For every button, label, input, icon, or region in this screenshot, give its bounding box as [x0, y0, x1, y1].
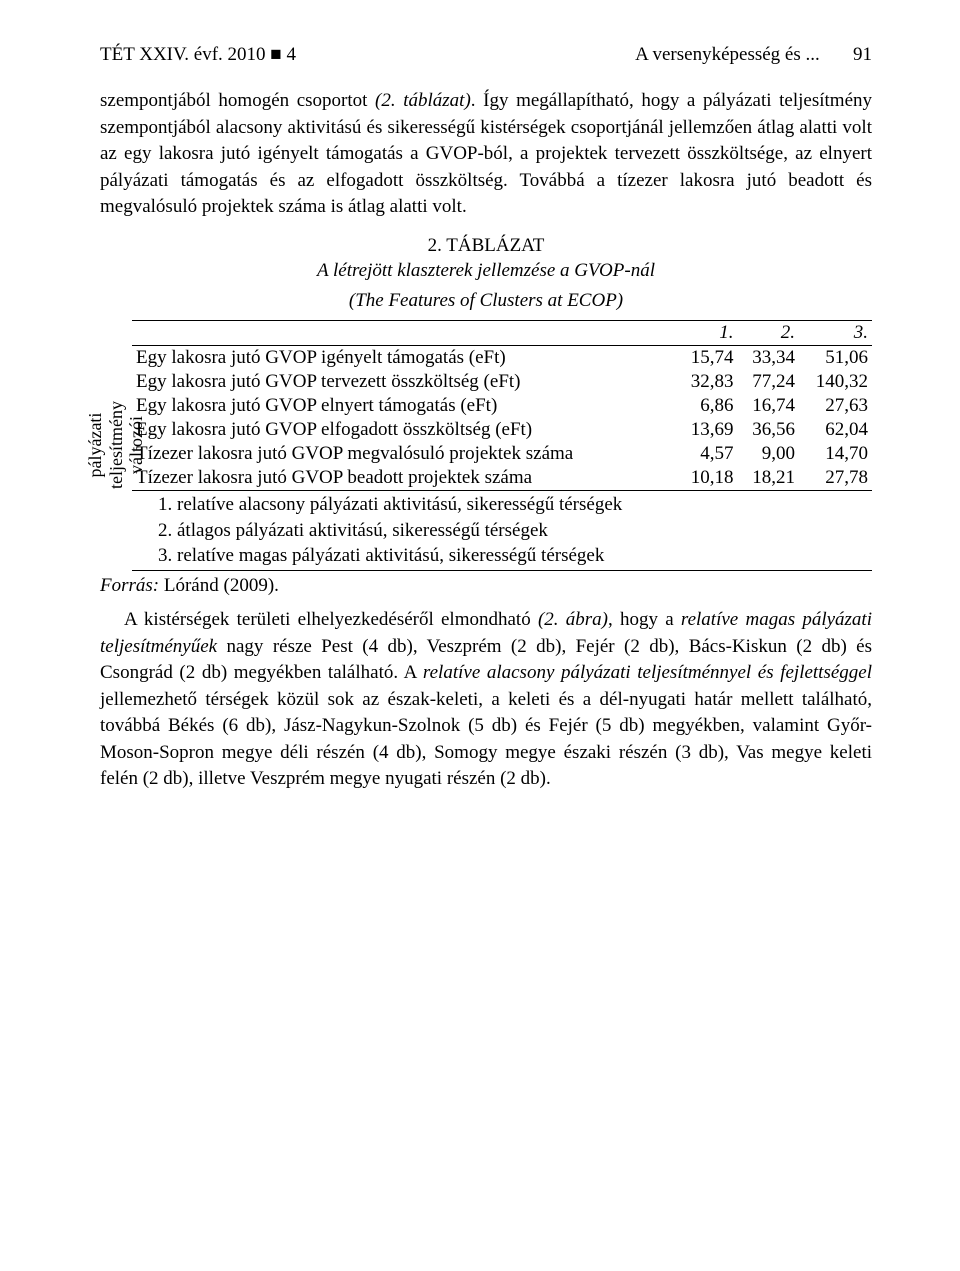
- table-container: pályázati teljesítmény változói 1. 2. 3.…: [100, 320, 872, 571]
- table-caption-hu: A létrejött klaszterek jellemzése a GVOP…: [100, 259, 872, 284]
- cell: 32,83: [676, 370, 737, 394]
- table-row: Egy lakosra jutó GVOP elfogadott összköl…: [132, 418, 872, 442]
- cell: 77,24: [738, 370, 799, 394]
- row-label: Tízezer lakosra jutó GVOP beadott projek…: [132, 466, 676, 491]
- cell: 18,21: [738, 466, 799, 491]
- data-table: 1. 2. 3. Egy lakosra jutó GVOP igényelt …: [132, 320, 872, 571]
- page: TÉT XXIV. évf. 2010 ■ 4 A versenyképessé…: [0, 0, 960, 849]
- table-source: Forrás: Lóránd (2009).: [100, 575, 872, 597]
- table-row: Tízezer lakosra jutó GVOP megvalósuló pr…: [132, 442, 872, 466]
- para1-text-a: szempontjából homogén csoportot: [100, 90, 375, 111]
- table-header-row: 1. 2. 3.: [132, 320, 872, 345]
- cell: 36,56: [738, 418, 799, 442]
- table-caption-number: 2. TÁBLÁZAT: [100, 233, 872, 259]
- table-row: Tízezer lakosra jutó GVOP beadott projek…: [132, 466, 872, 491]
- header-title: A versenyképesség és ...: [635, 44, 820, 65]
- para2-d: jellemezhető térségek közül sok az észak…: [100, 689, 872, 790]
- table-row: Egy lakosra jutó GVOP igényelt támogatás…: [132, 345, 872, 370]
- table-row: Egy lakosra jutó GVOP tervezett összkölt…: [132, 370, 872, 394]
- cell: 14,70: [799, 442, 872, 466]
- cell: 27,78: [799, 466, 872, 491]
- source-text: Lóránd (2009).: [159, 575, 279, 596]
- para2-b: , hogy a: [608, 609, 681, 630]
- row-group-label-l2: teljesítmény: [106, 401, 126, 489]
- row-label: Tízezer lakosra jutó GVOP megvalósuló pr…: [132, 442, 676, 466]
- row-group-label-l3: változói: [126, 416, 146, 474]
- para1-ref: (2. táblázat): [375, 90, 471, 111]
- paragraph-2: A kistérségek területi elhelyezkedéséről…: [100, 607, 872, 793]
- cell: 6,86: [676, 394, 737, 418]
- paragraph-1: szempontjából homogén csoportot (2. tábl…: [100, 88, 872, 221]
- para2-a: A kistérségek területi elhelyezkedéséről…: [124, 609, 538, 630]
- table-caption-en: (The Features of Clusters at ECOP): [100, 289, 872, 314]
- running-header: TÉT XXIV. évf. 2010 ■ 4 A versenyképessé…: [100, 44, 872, 66]
- table-notes-row: 1. relatíve alacsony pályázati aktivitás…: [132, 490, 872, 570]
- col-head-2: 2.: [738, 320, 799, 345]
- cell: 10,18: [676, 466, 737, 491]
- row-group-label-l1: pályázati: [85, 413, 105, 478]
- cell: 16,74: [738, 394, 799, 418]
- source-label: Forrás:: [100, 575, 159, 596]
- header-right: A versenyképesség és ... 91: [635, 44, 872, 66]
- table-note: 1. relatíve alacsony pályázati aktivitás…: [136, 492, 868, 518]
- row-group-label-column: pályázati teljesítmény változói: [100, 320, 132, 571]
- cell: 62,04: [799, 418, 872, 442]
- cell: 4,57: [676, 442, 737, 466]
- row-label: Egy lakosra jutó GVOP igényelt támogatás…: [132, 345, 676, 370]
- cell: 27,63: [799, 394, 872, 418]
- para2-ref: (2. ábra): [538, 609, 608, 630]
- cell: 51,06: [799, 345, 872, 370]
- col-head-3: 3.: [799, 320, 872, 345]
- header-page-number: 91: [853, 44, 872, 65]
- row-label: Egy lakosra jutó GVOP tervezett összkölt…: [132, 370, 676, 394]
- header-left: TÉT XXIV. évf. 2010 ■ 4: [100, 44, 296, 66]
- row-group-label: pályázati teljesítmény változói: [85, 401, 147, 489]
- table-note: 2. átlagos pályázati aktivitású, sikeres…: [136, 518, 868, 544]
- col-head-1: 1.: [676, 320, 737, 345]
- row-label: Egy lakosra jutó GVOP elfogadott összköl…: [132, 418, 676, 442]
- cell: 9,00: [738, 442, 799, 466]
- table-row: Egy lakosra jutó GVOP elnyert támogatás …: [132, 394, 872, 418]
- cell: 15,74: [676, 345, 737, 370]
- cell: 140,32: [799, 370, 872, 394]
- row-label: Egy lakosra jutó GVOP elnyert támogatás …: [132, 394, 676, 418]
- table-notes-cell: 1. relatíve alacsony pályázati aktivitás…: [132, 490, 872, 570]
- cell: 13,69: [676, 418, 737, 442]
- cell: 33,34: [738, 345, 799, 370]
- para2-em2: relatíve alacsony pályázati teljesítménn…: [423, 662, 872, 683]
- table-note: 3. relatíve magas pályázati aktivitású, …: [136, 543, 868, 569]
